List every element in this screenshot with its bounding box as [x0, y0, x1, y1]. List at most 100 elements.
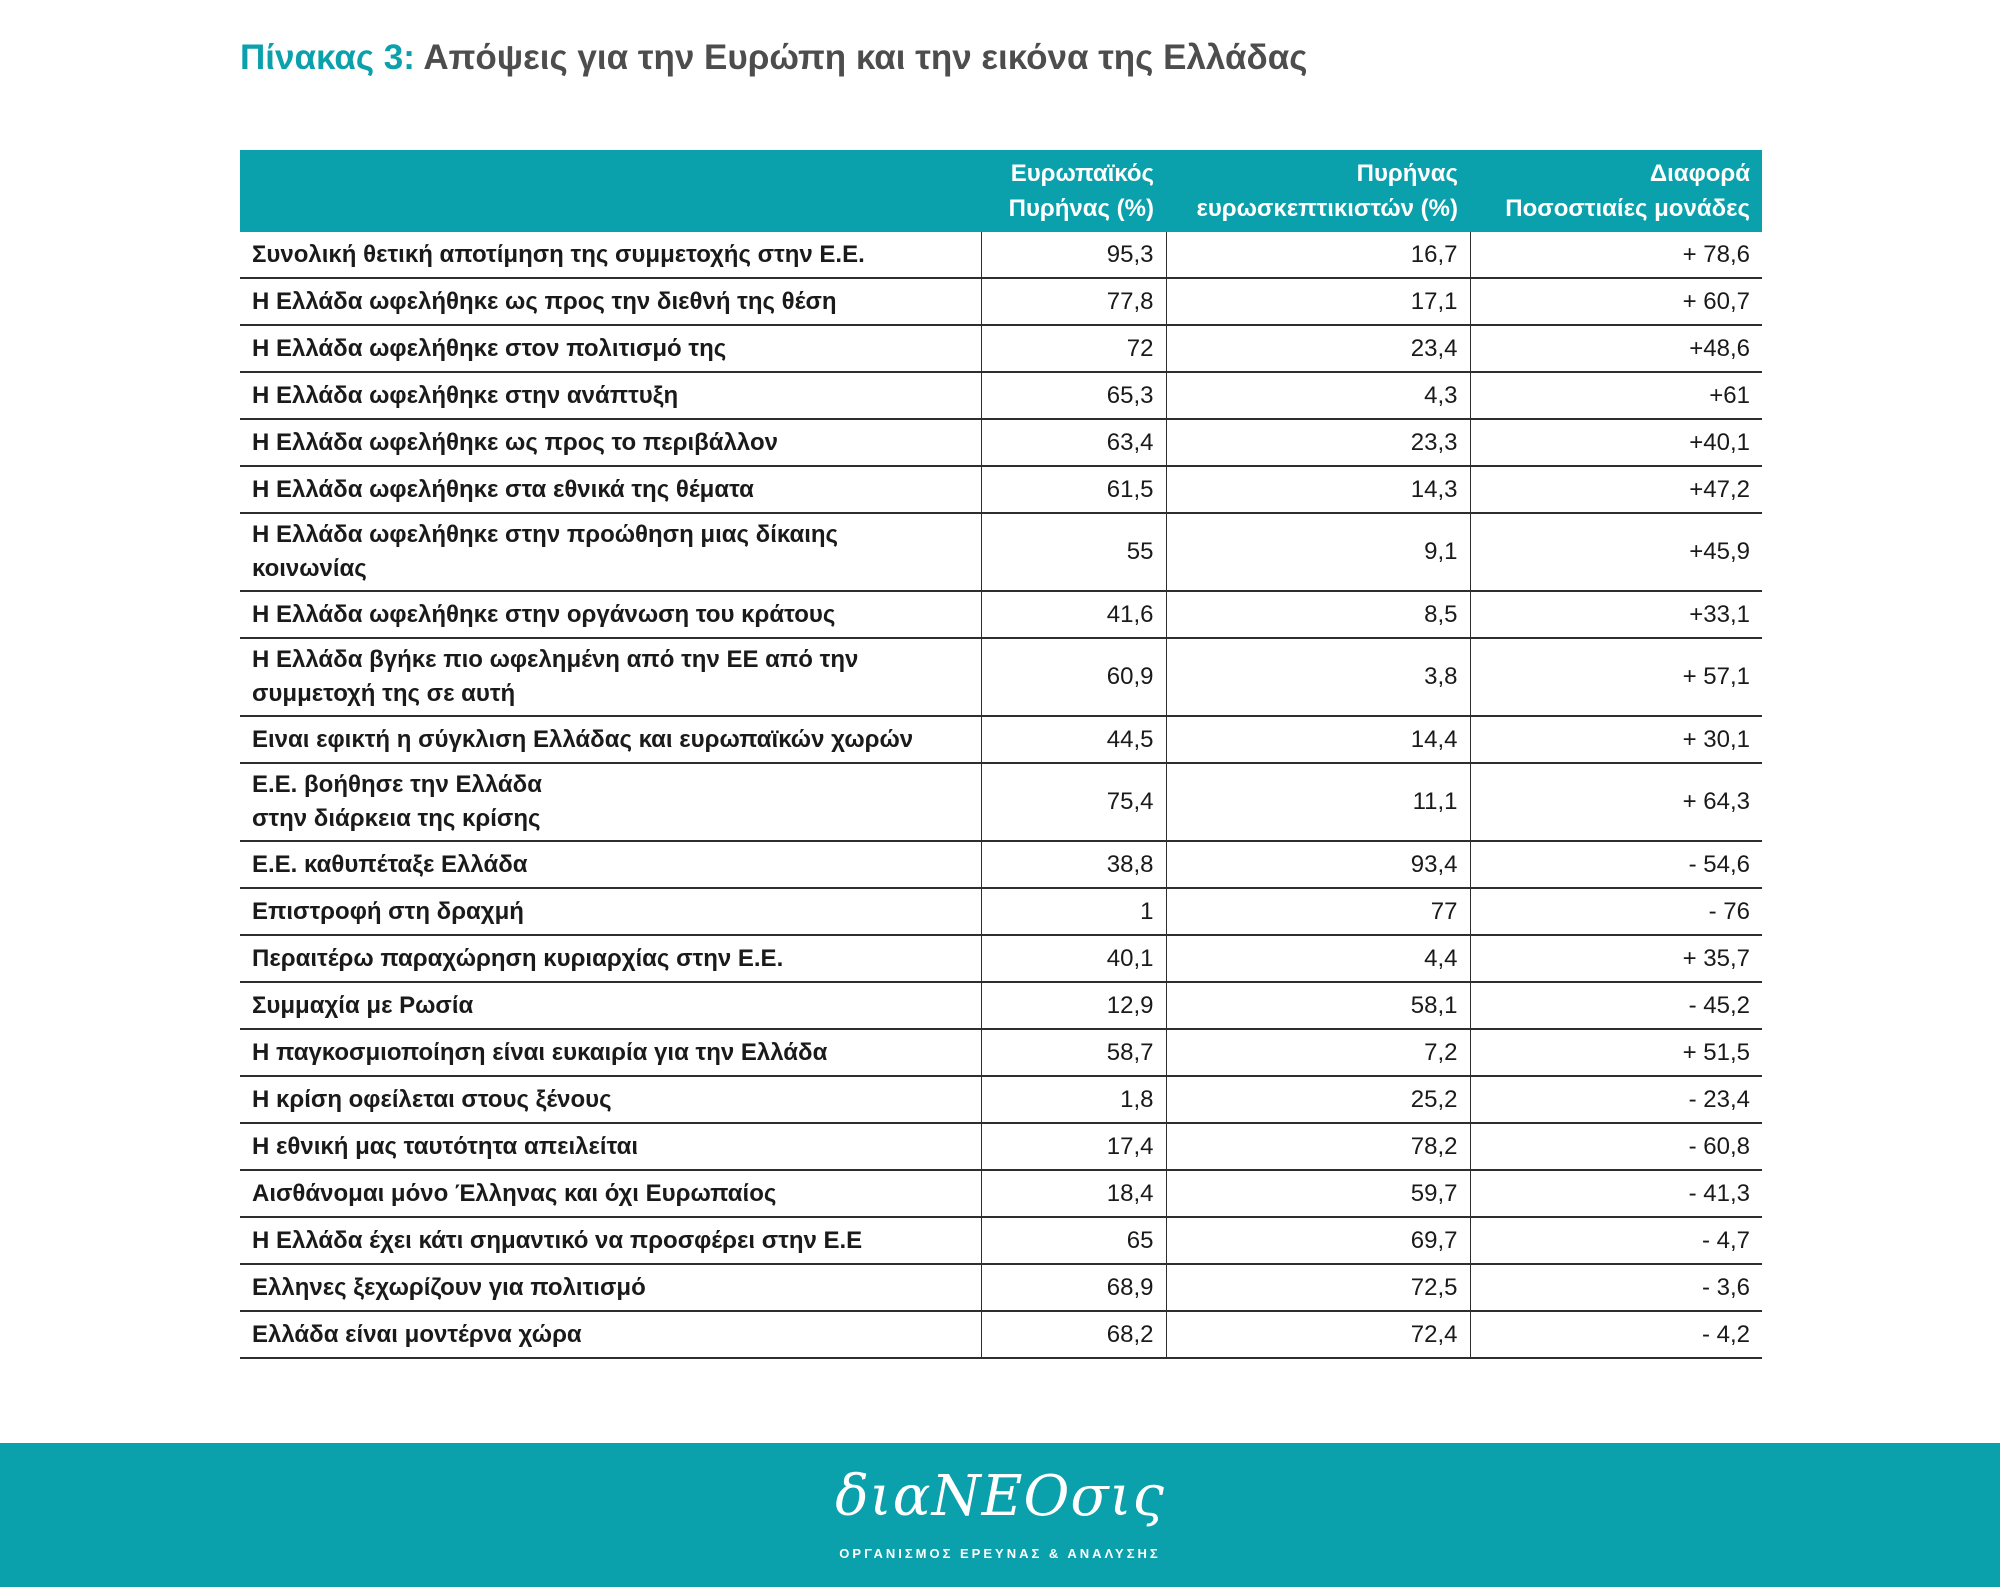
table-row: Ε.Ε. βοήθησε την Ελλάδα στην διάρκεια τη… — [240, 763, 1762, 842]
value-difference: - 23,4 — [1470, 1076, 1762, 1124]
value-difference: + 35,7 — [1470, 935, 1762, 983]
value-eurosceptic-core: 58,1 — [1166, 982, 1471, 1030]
value-european-core: 65,3 — [981, 372, 1167, 420]
value-eurosceptic-core: 69,7 — [1166, 1217, 1471, 1265]
value-european-core: 1,8 — [981, 1076, 1167, 1124]
row-label: Η Ελλάδα ωφελήθηκε στην οργάνωση του κρά… — [240, 591, 982, 639]
row-label: Η Ελλάδα έχει κάτι σημαντικό να προσφέρε… — [240, 1217, 982, 1265]
value-difference: - 60,8 — [1470, 1123, 1762, 1171]
table-body: Συνολική θετική αποτίμηση της συμμετοχής… — [240, 232, 1762, 1359]
value-european-core: 68,9 — [981, 1264, 1167, 1312]
value-difference: - 54,6 — [1470, 841, 1762, 889]
value-european-core: 65 — [981, 1217, 1167, 1265]
table-header-row: Ευρωπαϊκός Πυρήνας (%) Πυρήνας ευρωσκεπτ… — [240, 150, 1762, 232]
value-european-core: 95,3 — [981, 232, 1167, 279]
value-european-core: 77,8 — [981, 278, 1167, 326]
value-difference: +61 — [1470, 372, 1762, 420]
row-label: Η Ελλάδα ωφελήθηκε ως προς το περιβάλλον — [240, 419, 982, 467]
header-difference: Διαφορά Ποσοστιαίες μονάδες — [1470, 150, 1762, 232]
value-eurosceptic-core: 14,4 — [1166, 716, 1471, 764]
table-row: Η Ελλάδα ωφελήθηκε ως προς το περιβάλλον… — [240, 419, 1762, 467]
table-row: Η παγκοσμιοποίηση είναι ευκαιρία για την… — [240, 1029, 1762, 1077]
value-eurosceptic-core: 72,5 — [1166, 1264, 1471, 1312]
value-eurosceptic-core: 11,1 — [1166, 763, 1471, 842]
row-label: Η Ελλάδα βγήκε πιο ωφελημένη από την ΕΕ … — [240, 638, 982, 717]
table-row: Η κρίση οφείλεται στους ξένους 1,8 25,2- 2… — [240, 1076, 1762, 1124]
row-label: Ε.Ε. καθυπέταξε Ελλάδα — [240, 841, 982, 889]
value-european-core: 68,2 — [981, 1311, 1167, 1359]
dianeosis-logo: διαNEOσις — [835, 1464, 1165, 1529]
value-european-core: 44,5 — [981, 716, 1167, 764]
value-european-core: 60,9 — [981, 638, 1167, 717]
row-label: Επιστροφή στη δραχμή — [240, 888, 982, 936]
value-eurosceptic-core: 77 — [1166, 888, 1471, 936]
value-european-core: 38,8 — [981, 841, 1167, 889]
value-european-core: 61,5 — [981, 466, 1167, 514]
value-european-core: 63,4 — [981, 419, 1167, 467]
value-eurosceptic-core: 23,4 — [1166, 325, 1471, 373]
value-eurosceptic-core: 4,3 — [1166, 372, 1471, 420]
row-label: Η Ελλάδα ωφελήθηκε στον πολιτισμό της — [240, 325, 982, 373]
value-european-core: 72 — [981, 325, 1167, 373]
value-european-core: 58,7 — [981, 1029, 1167, 1077]
table-row: Η Ελλάδα βγήκε πιο ωφελημένη από την ΕΕ … — [240, 638, 1762, 717]
value-difference: - 4,2 — [1470, 1311, 1762, 1359]
value-european-core: 75,4 — [981, 763, 1167, 842]
table-row: Η Ελλάδα ωφελήθηκε στην προώθηση μιας δί… — [240, 513, 1762, 592]
header-european-core: Ευρωπαϊκός Πυρήνας (%) — [981, 150, 1166, 232]
row-label: Περαιτέρω παραχώρηση κυριαρχίας στην Ε.Ε… — [240, 935, 982, 983]
page-title: Πίνακας 3: Απόψεις για την Ευρώπη και τη… — [240, 38, 1307, 78]
value-eurosceptic-core: 3,8 — [1166, 638, 1471, 717]
value-difference: +45,9 — [1470, 513, 1762, 592]
table-row: Επιστροφή στη δραχμή 1 77- 76 — [240, 888, 1762, 936]
value-difference: - 41,3 — [1470, 1170, 1762, 1218]
table-row: Ελλάδα είναι μοντέρνα χώρα 68,2 72,4- 4,2 — [240, 1311, 1762, 1359]
value-eurosceptic-core: 14,3 — [1166, 466, 1471, 514]
value-difference: + 78,6 — [1470, 232, 1762, 279]
table-row: Η εθνική μας ταυτότητα απειλείται 17,4 78,… — [240, 1123, 1762, 1171]
value-difference: +47,2 — [1470, 466, 1762, 514]
value-eurosceptic-core: 23,3 — [1166, 419, 1471, 467]
value-eurosceptic-core: 78,2 — [1166, 1123, 1471, 1171]
row-label: Η Ελλάδα ωφελήθηκε στην ανάπτυξη — [240, 372, 982, 420]
row-label: Ειναι εφικτή η σύγκλιση Ελλάδας και ευρω… — [240, 716, 982, 764]
value-eurosceptic-core: 93,4 — [1166, 841, 1471, 889]
row-label: Η εθνική μας ταυτότητα απειλείται — [240, 1123, 982, 1171]
table-title: Απόψεις για την Ευρώπη και την εικόνα τη… — [423, 38, 1308, 77]
value-difference: + 51,5 — [1470, 1029, 1762, 1077]
value-difference: + 60,7 — [1470, 278, 1762, 326]
table-row: Ε.Ε. καθυπέταξε Ελλάδα 38,8 93,4- 54,6 — [240, 841, 1762, 889]
value-eurosceptic-core: 59,7 — [1166, 1170, 1471, 1218]
row-label: Η παγκοσμιοποίηση είναι ευκαιρία για την… — [240, 1029, 982, 1077]
row-label: Ε.Ε. βοήθησε την Ελλάδα στην διάρκεια τη… — [240, 763, 982, 842]
row-label: Η κρίση οφείλεται στους ξένους — [240, 1076, 982, 1124]
footer-band: διαNEOσις ΟΡΓΑΝΙΣΜΟΣ ΕΡΕΥΝΑΣ & ΑΝΑΛΥΣΗΣ — [0, 1443, 2000, 1587]
value-eurosceptic-core: 8,5 — [1166, 591, 1471, 639]
value-european-core: 12,9 — [981, 982, 1167, 1030]
value-difference: - 45,2 — [1470, 982, 1762, 1030]
table-row: Ειναι εφικτή η σύγκλιση Ελλάδας και ευρω… — [240, 716, 1762, 764]
value-difference: + 30,1 — [1470, 716, 1762, 764]
table-row: Η Ελλάδα ωφελήθηκε στην οργάνωση του κρά… — [240, 591, 1762, 639]
table-row: Η Ελλάδα ωφελήθηκε ως προς την διεθνή τη… — [240, 278, 1762, 326]
row-label: Ελλάδα είναι μοντέρνα χώρα — [240, 1311, 982, 1359]
value-european-core: 55 — [981, 513, 1167, 592]
row-label: Συνολική θετική αποτίμηση της συμμετοχής… — [240, 232, 982, 279]
value-eurosceptic-core: 4,4 — [1166, 935, 1471, 983]
value-eurosceptic-core: 9,1 — [1166, 513, 1471, 592]
table-row: Ελληνες ξεχωρίζουν για πολιτισμό 68,9 72,5… — [240, 1264, 1762, 1312]
row-label: Η Ελλάδα ωφελήθηκε στην προώθηση μιας δί… — [240, 513, 982, 592]
value-difference: +48,6 — [1470, 325, 1762, 373]
value-eurosceptic-core: 25,2 — [1166, 1076, 1471, 1124]
value-eurosceptic-core: 16,7 — [1166, 232, 1471, 279]
value-difference: + 64,3 — [1470, 763, 1762, 842]
table-row: Η Ελλάδα ωφελήθηκε στον πολιτισμό της 72 2… — [240, 325, 1762, 373]
row-label: Η Ελλάδα ωφελήθηκε ως προς την διεθνή τη… — [240, 278, 982, 326]
value-european-core: 18,4 — [981, 1170, 1167, 1218]
table-row: Περαιτέρω παραχώρηση κυριαρχίας στην Ε.Ε… — [240, 935, 1762, 983]
table-row: Η Ελλάδα έχει κάτι σημαντικό να προσφέρε… — [240, 1217, 1762, 1265]
table-number: Πίνακας 3: — [240, 38, 415, 77]
table-row: Η Ελλάδα ωφελήθηκε στα εθνικά της θέματα… — [240, 466, 1762, 514]
value-european-core: 17,4 — [981, 1123, 1167, 1171]
value-difference: +33,1 — [1470, 591, 1762, 639]
